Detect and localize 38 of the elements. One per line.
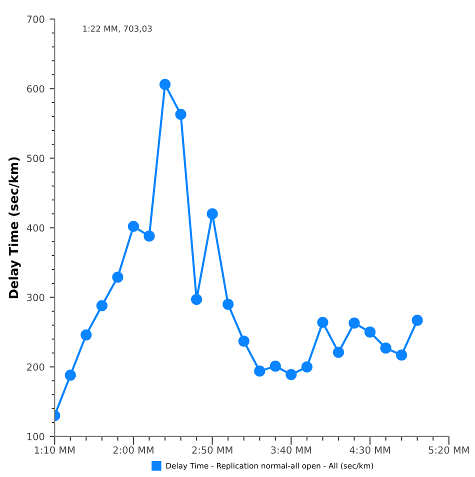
- x-tick-label: 4:30 MM: [350, 446, 390, 454]
- x-tick-label: 3:40 MM: [271, 446, 312, 454]
- point: [301, 361, 312, 372]
- y-tick-label: 700: [27, 16, 44, 23]
- point: [144, 230, 155, 242]
- point: [317, 316, 328, 328]
- x-tick-label: 2:00 MM: [113, 446, 154, 454]
- y-tick-label: 200: [27, 363, 44, 371]
- point: [332, 346, 344, 358]
- point: [80, 329, 92, 340]
- y-axis-title: Delay Time (sec/km): [8, 157, 21, 298]
- x-tick-label: 1:10 MM: [34, 446, 75, 454]
- point: [286, 368, 297, 380]
- point: [380, 342, 392, 354]
- point: [270, 360, 281, 372]
- point: [175, 108, 186, 120]
- point: [254, 366, 266, 377]
- y-tick-label: 300: [27, 294, 44, 302]
- point: [159, 78, 171, 90]
- point: [412, 314, 423, 326]
- y-tick-label: 600: [27, 85, 44, 92]
- y-tick-label: 500: [27, 154, 44, 162]
- point: [191, 294, 202, 305]
- y-tick-label: 100: [27, 432, 44, 440]
- point: [128, 220, 140, 232]
- point: [206, 208, 218, 220]
- point: [396, 350, 408, 361]
- point: [348, 318, 360, 329]
- point: [222, 298, 234, 310]
- y-tick-label: 400: [26, 224, 44, 232]
- point: [238, 336, 250, 347]
- point: [64, 370, 76, 381]
- x-tick-label: 2:50 MM: [192, 446, 232, 454]
- point: [96, 300, 108, 312]
- x-tick-label: 5:20 MM: [428, 446, 469, 454]
- point: [364, 326, 376, 338]
- point: [112, 272, 124, 283]
- annotation: 1:22 MM, 703,03: [83, 25, 152, 33]
